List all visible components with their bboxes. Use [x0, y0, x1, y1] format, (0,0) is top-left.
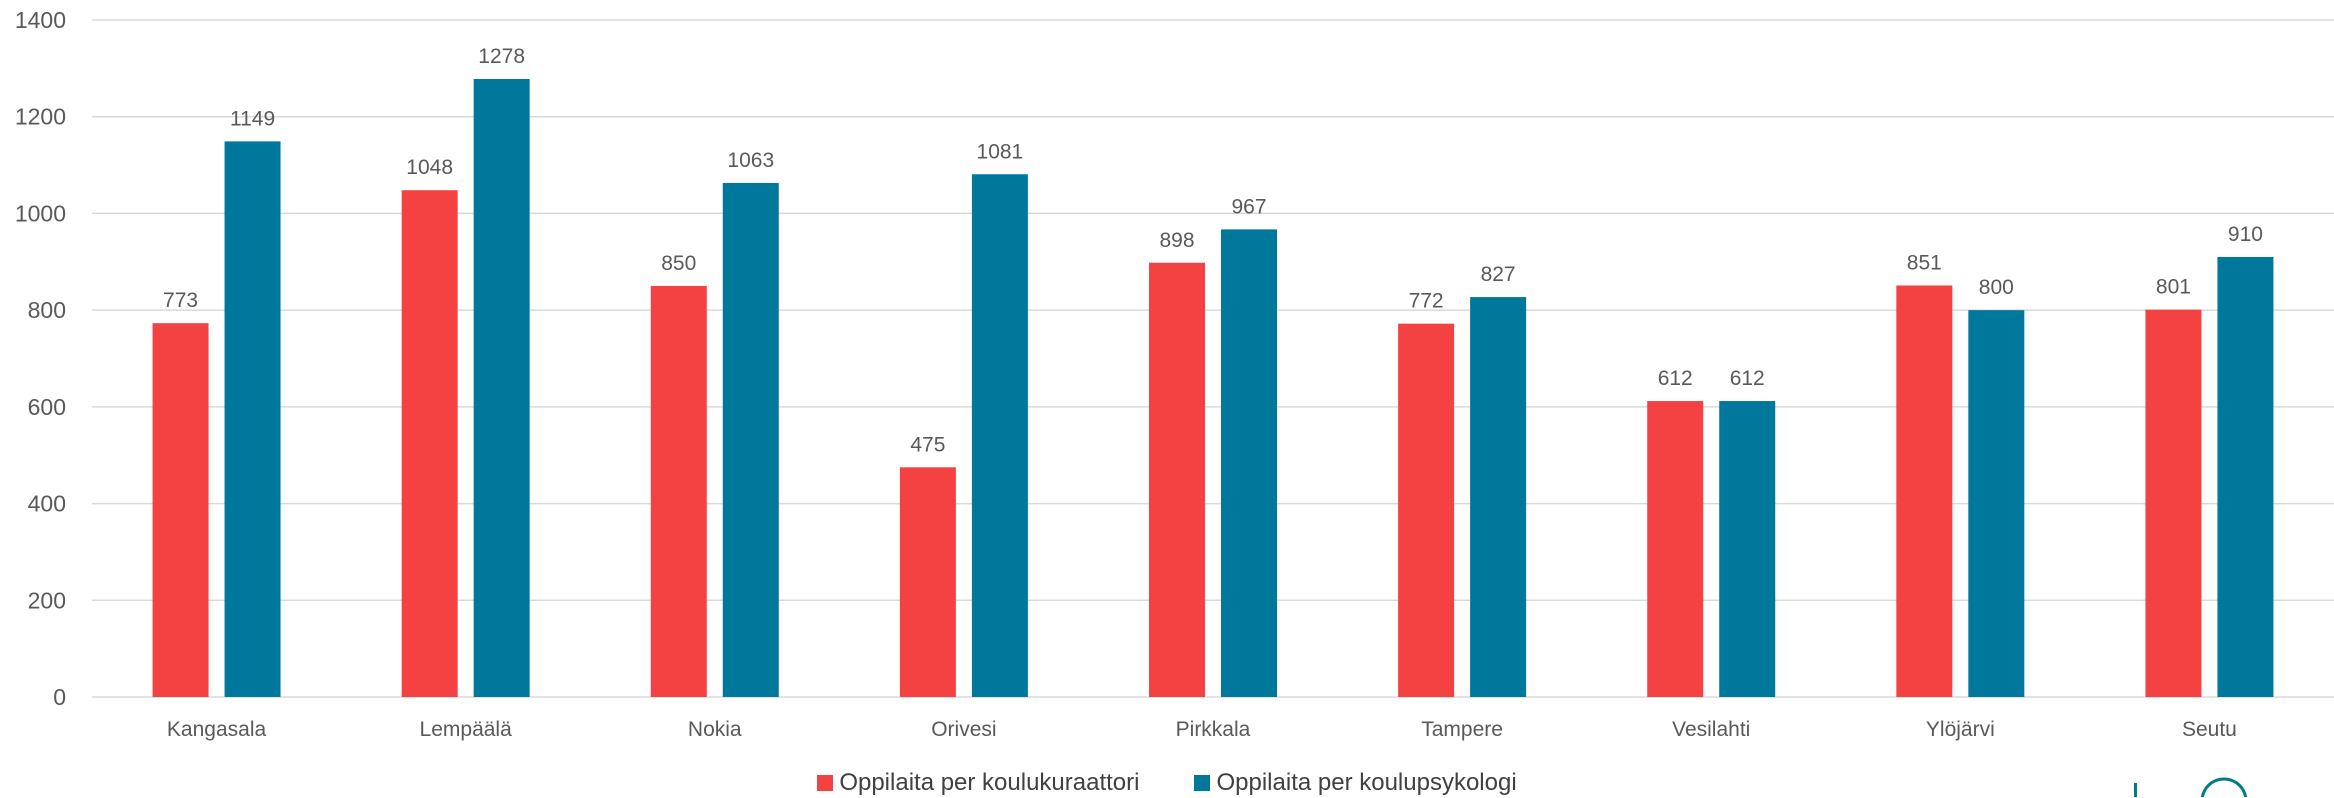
data-label: 800	[1979, 276, 2014, 299]
bar-series-1-ylöjärvi	[1896, 285, 1953, 697]
gridlines	[92, 19, 2334, 698]
y-tick-label: 0	[53, 684, 66, 710]
y-tick-label: 1400	[15, 7, 66, 33]
bar-series-2-tampere	[1470, 297, 1527, 697]
bar-series-2-nokia	[722, 182, 779, 698]
legend-item-series-2: Oppilaita per koulupsykologi	[1194, 769, 1517, 797]
x-tick-label: Pirkkala	[1176, 718, 1251, 741]
bar-series-1-nokia	[650, 285, 707, 697]
data-label: 898	[1159, 229, 1194, 252]
x-tick-label: Lempäälä	[420, 718, 513, 741]
bar-series-1-kangasala	[152, 323, 209, 697]
y-tick-label: 200	[28, 587, 66, 613]
logo-icon	[2129, 775, 2249, 797]
x-axis-ticks: Kangasala Lempäälä Nokia Orivesi Pirkkala Tam…	[167, 718, 2237, 741]
x-tick-label: Nokia	[688, 718, 742, 741]
x-tick-label: Kangasala	[167, 718, 267, 741]
legend: Oppilaita per koulukuraattori Oppilaita …	[0, 768, 2334, 798]
data-label: 1081	[977, 140, 1024, 163]
y-tick-label: 600	[28, 394, 66, 420]
bar-series-1-vesilahti	[1647, 401, 1704, 697]
data-label: 827	[1481, 263, 1516, 286]
data-label: 851	[1907, 251, 1942, 274]
x-tick-label: Seutu	[2182, 718, 2237, 741]
y-tick-label: 1000	[15, 200, 66, 226]
y-tick-label: 800	[28, 297, 66, 323]
x-tick-label: Vesilahti	[1672, 718, 1750, 741]
data-label: 910	[2228, 223, 2263, 246]
legend-label-series-1: Oppilaita per koulukuraattori	[839, 769, 1140, 796]
data-label: 1048	[406, 156, 453, 179]
x-tick-label: Tampere	[1421, 718, 1503, 741]
bar-series-1-lempäälä	[401, 190, 458, 697]
data-label: 475	[910, 433, 945, 456]
data-label: 1149	[230, 107, 275, 130]
bar-series-1-seutu	[2145, 309, 2202, 697]
bar-series-2-orivesi	[971, 174, 1028, 698]
data-label: 850	[661, 252, 696, 275]
x-tick-label: Ylöjärvi	[1926, 718, 1995, 741]
legend-swatch-series-2	[1194, 775, 1211, 791]
data-labels: 773 1149 1048 1278 850 1063 475 1081 898 967 772 82…	[163, 45, 2263, 456]
data-label: 612	[1658, 367, 1693, 390]
data-label: 612	[1730, 367, 1765, 390]
data-label: 801	[2156, 276, 2191, 299]
y-tick-label: 400	[28, 491, 66, 517]
bar-series-2-ylöjärvi	[1968, 310, 2025, 697]
bar-series-2-lempäälä	[473, 78, 530, 697]
x-tick-label: Orivesi	[931, 718, 996, 741]
bar-series-1-tampere	[1398, 323, 1455, 697]
bar-series-2-vesilahti	[1719, 401, 1776, 697]
legend-label-series-2: Oppilaita per koulupsykologi	[1216, 769, 1517, 796]
bar-series-2-seutu	[2217, 256, 2274, 697]
bar-series-2-pirkkala	[1221, 229, 1277, 698]
bar-series-1-pirkkala	[1149, 262, 1205, 697]
data-label: 773	[163, 289, 198, 312]
bars	[152, 78, 2274, 698]
legend-item-series-1: Oppilaita per koulukuraattori	[817, 769, 1139, 797]
data-label: 1278	[478, 45, 525, 68]
data-label: 1063	[727, 149, 774, 172]
data-label: 772	[1409, 290, 1444, 313]
y-axis-ticks: 0 200 400 600 800 1000 1200 1400	[15, 7, 66, 710]
data-label: 967	[1231, 195, 1266, 218]
bar-series-2-kangasala	[224, 141, 281, 697]
legend-swatch-series-1	[817, 775, 834, 791]
y-tick-label: 1200	[15, 104, 66, 130]
bar-chart: 0 200 400 600 800 1000 1200 1400 773 1149 1048 127…	[15, 7, 2334, 741]
bar-series-1-orivesi	[899, 467, 956, 697]
